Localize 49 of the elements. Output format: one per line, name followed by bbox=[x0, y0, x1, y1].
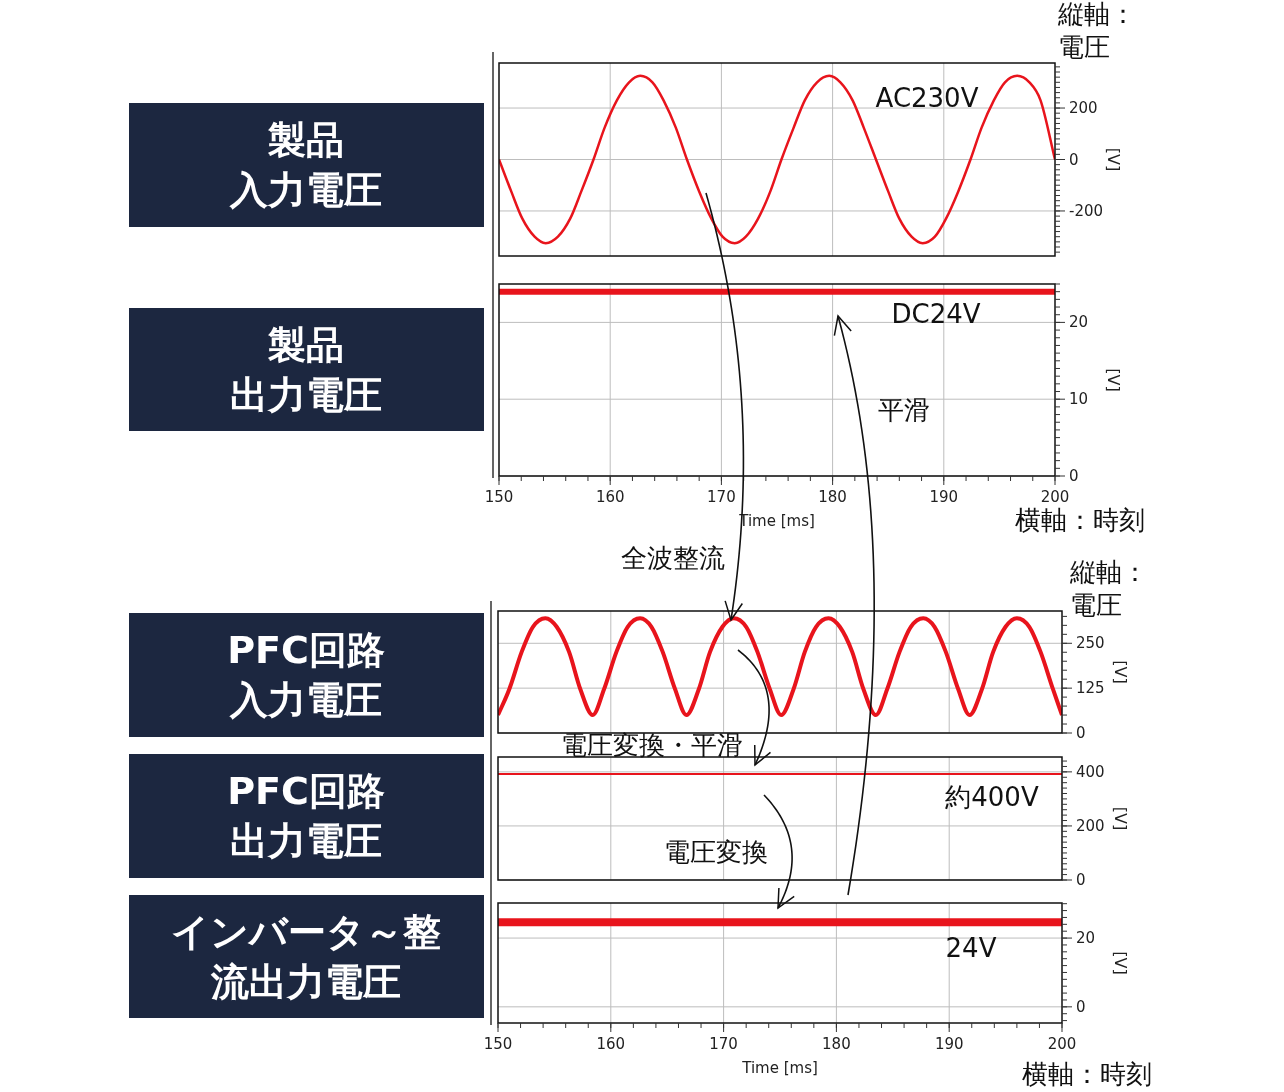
x-tick-label: 180 bbox=[822, 1035, 851, 1053]
x-axis-title: Time [ms] bbox=[741, 1059, 818, 1077]
y-tick-label: 20 bbox=[1076, 929, 1096, 948]
annotation: 電圧変換・平滑 bbox=[561, 730, 743, 760]
y-tick-label: 0 bbox=[1076, 997, 1086, 1016]
y-axis-title: [V] bbox=[1110, 951, 1130, 975]
x-tick-label: 150 bbox=[484, 488, 514, 506]
x-tick-label: 190 bbox=[934, 1035, 964, 1053]
y-axis-title: [V] bbox=[1103, 147, 1123, 172]
text: 製品出力電圧 bbox=[230, 322, 382, 417]
line-series bbox=[499, 74, 1055, 245]
x-tick-label: 170 bbox=[709, 1035, 738, 1053]
annotation: 電圧変換 bbox=[664, 837, 768, 867]
text: 全波整流 bbox=[621, 543, 725, 573]
text: PFC回路入力電圧 bbox=[227, 628, 385, 722]
y-tick-label: 400 bbox=[1076, 762, 1105, 781]
text: PFC回路出力電圧 bbox=[227, 769, 385, 863]
y-tick-label: 10 bbox=[1069, 390, 1089, 409]
annotation: 24V bbox=[945, 933, 997, 963]
x-tick-label: 160 bbox=[596, 1035, 626, 1053]
x-tick-label: 180 bbox=[818, 488, 847, 506]
y-tick-label: 20 bbox=[1069, 313, 1089, 332]
y-tick-label: 0 bbox=[1076, 724, 1086, 742]
y-tick-label: 0 bbox=[1069, 467, 1079, 485]
annotation: 約400V bbox=[945, 782, 1039, 812]
text: 縦軸：電圧 bbox=[1057, 0, 1136, 62]
y-axis-title: [V] bbox=[1110, 806, 1130, 831]
text: 製品入力電圧 bbox=[229, 118, 382, 212]
y-axis-title: [V] bbox=[1110, 660, 1130, 684]
y-tick-label: 200 bbox=[1069, 99, 1098, 118]
text: 横軸：時刻 bbox=[1015, 505, 1145, 535]
text: 横軸：時刻 bbox=[1022, 1059, 1152, 1089]
x-tick-label: 160 bbox=[595, 488, 625, 506]
x-tick-label: 190 bbox=[929, 488, 959, 506]
y-tick-label: 0 bbox=[1069, 150, 1079, 169]
y-tick-label: 0 bbox=[1076, 871, 1086, 889]
x-tick-label: 170 bbox=[707, 488, 736, 506]
annotation: 平滑 bbox=[878, 395, 930, 425]
x-tick-label: 150 bbox=[483, 1035, 513, 1053]
annotation: DC24V bbox=[891, 299, 981, 329]
text: 縦軸：電圧 bbox=[1069, 557, 1148, 620]
y-tick-label: -200 bbox=[1069, 201, 1104, 220]
y-axis-title: [V] bbox=[1103, 368, 1123, 392]
annotation: AC230V bbox=[875, 83, 979, 113]
text: インバータ～整流出力電圧 bbox=[171, 909, 441, 1004]
line-series bbox=[498, 616, 1062, 718]
y-tick-label: 250 bbox=[1076, 634, 1105, 653]
y-tick-label: 200 bbox=[1076, 816, 1105, 835]
y-tick-label: 125 bbox=[1076, 679, 1105, 698]
